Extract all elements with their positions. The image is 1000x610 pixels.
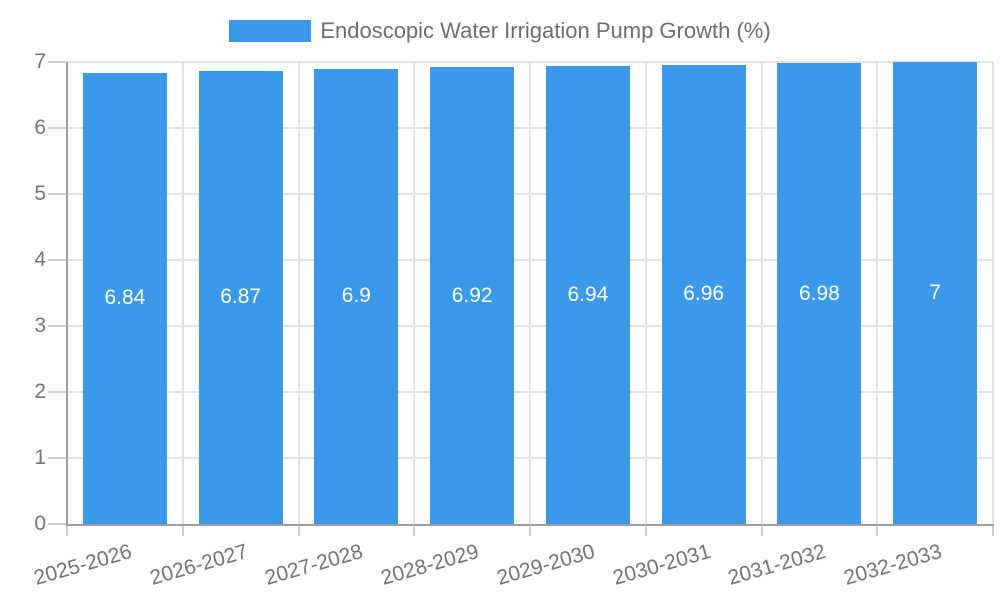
bar-value-label: 6.87 bbox=[220, 285, 262, 309]
v-gridline bbox=[644, 62, 647, 524]
y-tick-mark bbox=[48, 457, 67, 459]
y-tick-label: 5 bbox=[34, 182, 46, 205]
y-axis-line bbox=[66, 62, 68, 526]
bar-value-label: 6.94 bbox=[567, 282, 609, 306]
x-tick-mark bbox=[66, 526, 68, 536]
y-tick-mark bbox=[48, 61, 67, 63]
y-tick-label: 0 bbox=[34, 512, 46, 535]
x-tick-mark bbox=[181, 526, 184, 536]
bar bbox=[314, 68, 399, 524]
y-tick-mark bbox=[48, 127, 67, 129]
v-gridline bbox=[529, 62, 531, 524]
x-tick-mark bbox=[644, 526, 647, 536]
y-tick-mark bbox=[48, 193, 67, 195]
x-tick-mark bbox=[876, 526, 879, 536]
bar-value-label: 6.9 bbox=[341, 284, 371, 308]
bar-value-label: 6.92 bbox=[451, 283, 493, 307]
bar-value-label: 6.84 bbox=[104, 286, 146, 310]
v-gridline bbox=[876, 62, 879, 524]
legend[interactable]: Endoscopic Water Irrigation Pump Growth … bbox=[0, 18, 1000, 44]
x-tick-mark bbox=[413, 526, 416, 536]
y-tick-label: 2 bbox=[34, 380, 46, 403]
y-tick-mark bbox=[48, 391, 67, 393]
x-tick-mark bbox=[992, 526, 994, 536]
y-tick-mark bbox=[48, 523, 67, 525]
x-axis-line bbox=[66, 524, 994, 526]
y-tick-mark bbox=[48, 259, 67, 261]
legend-swatch-icon bbox=[229, 20, 312, 42]
bar-value-label: 6.98 bbox=[798, 281, 840, 305]
bar-value-label: 6.96 bbox=[683, 282, 725, 306]
y-tick-label: 6 bbox=[34, 116, 46, 139]
legend-series-label: Endoscopic Water Irrigation Pump Growth … bbox=[320, 18, 771, 43]
bar bbox=[198, 70, 283, 524]
y-tick-mark bbox=[48, 325, 67, 327]
bar bbox=[893, 62, 978, 524]
v-gridline bbox=[760, 62, 763, 524]
v-gridline bbox=[992, 62, 994, 524]
y-tick-label: 1 bbox=[34, 446, 46, 469]
v-gridline bbox=[297, 62, 300, 524]
y-tick-label: 3 bbox=[34, 314, 46, 337]
bar bbox=[545, 65, 630, 524]
x-tick-mark bbox=[529, 526, 531, 536]
y-tick-label: 4 bbox=[34, 248, 46, 271]
bar-value-label: 7 bbox=[929, 281, 941, 304]
bar bbox=[430, 67, 515, 524]
v-gridline bbox=[181, 62, 184, 524]
bar bbox=[82, 72, 167, 524]
bar bbox=[777, 63, 862, 524]
x-tick-mark bbox=[760, 526, 763, 536]
bar bbox=[661, 64, 746, 524]
v-gridline bbox=[413, 62, 416, 524]
y-tick-label: 7 bbox=[34, 50, 46, 73]
x-tick-mark bbox=[297, 526, 300, 536]
